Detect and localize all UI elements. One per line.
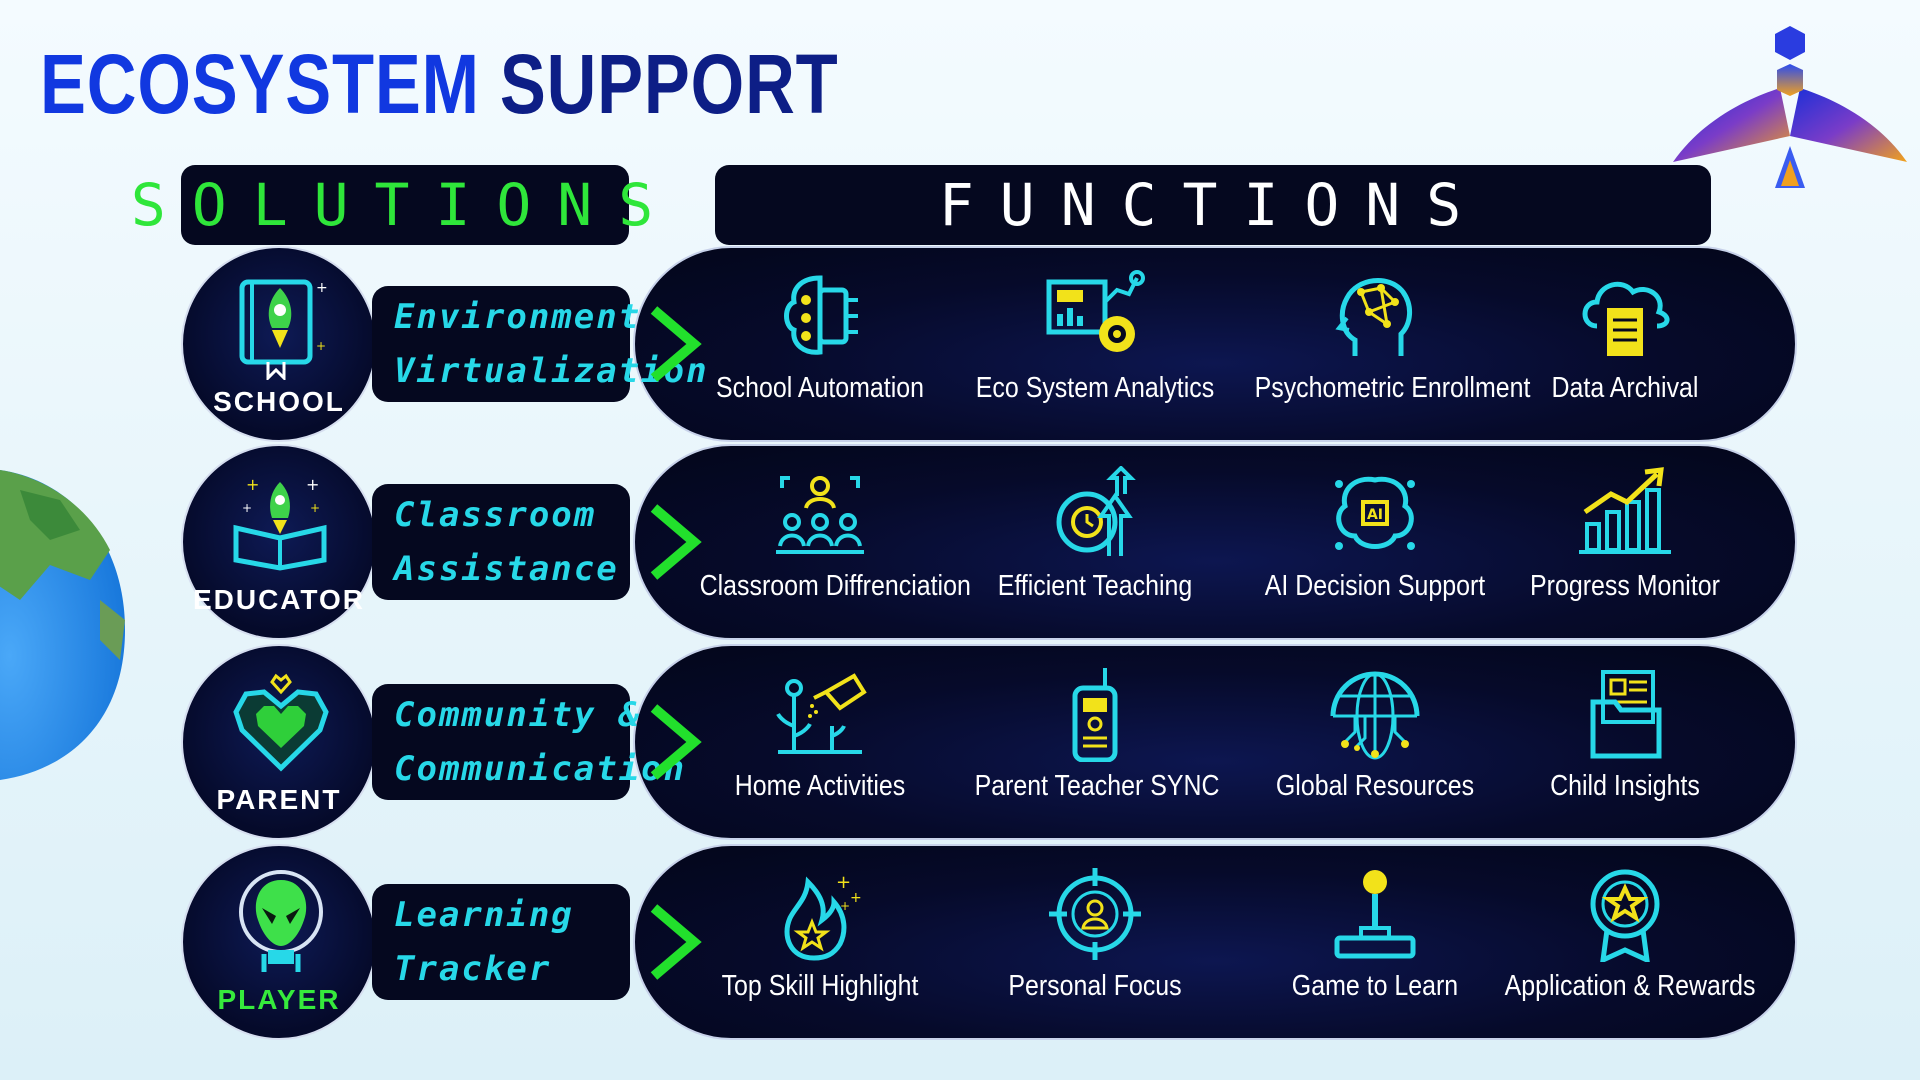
function-label: AI Decision Support [1264, 570, 1486, 602]
function-application-rewards[interactable]: Application & Rewards [1485, 866, 1765, 1026]
role-label: PARENT [216, 784, 342, 815]
solutions-header: SOLUTIONS [131, 165, 653, 245]
row-player: PLAYER Learning Tracker + + + Top Skill Hi… [0, 844, 1920, 1042]
function-progress-monitor[interactable]: Progress Monitor [1485, 466, 1765, 626]
title-word-2: SUPPORT [499, 37, 839, 131]
function-data-archival[interactable]: Data Archival [1485, 268, 1765, 428]
head-network-icon [1335, 278, 1412, 356]
svg-text:+: + [242, 501, 252, 515]
solution-box: Classroom Assistance [372, 484, 630, 600]
solution-box: Community & Communication [372, 684, 687, 800]
function-label: Psychometric Enrollment [1254, 372, 1531, 404]
globe-network-icon [1330, 671, 1420, 760]
function-school-automation[interactable]: School Automation [680, 268, 960, 428]
chevron-right-icon [650, 504, 702, 580]
chevron-right-icon [650, 904, 702, 980]
open-book-rocket-icon: + + + + [233, 475, 327, 571]
function-label: Personal Focus [1008, 970, 1182, 1002]
clock-arrows-icon [1056, 466, 1136, 556]
role-badge-parent[interactable]: PARENT [181, 644, 377, 840]
chip-brain-icon [784, 275, 858, 355]
watering-plants-icon [776, 673, 867, 754]
row-parent: PARENT Community & Communication Home Ac… [0, 644, 1920, 842]
function-label: Application & Rewards [1504, 970, 1756, 1002]
walkie-talkie-icon [1072, 668, 1118, 762]
role-badge-school[interactable]: + + SCHOOL [181, 246, 377, 442]
role-badge-educator[interactable]: + + + + EDUCATOR [181, 444, 377, 640]
function-personal-focus[interactable]: Personal Focus [955, 866, 1235, 1026]
svg-text:+: + [850, 890, 862, 906]
role-label: EDUCATOR [192, 584, 366, 615]
function-label: Eco System Analytics [975, 372, 1215, 404]
growth-bars-icon [1579, 467, 1671, 554]
function-label: Progress Monitor [1530, 570, 1720, 602]
page-title: ECOSYSTEM SUPPORT [40, 36, 839, 133]
function-top-skill-highlight[interactable]: + + + Top Skill Highlight [680, 866, 960, 1026]
svg-text:+: + [246, 475, 259, 494]
svg-text:+: + [310, 501, 320, 515]
role-label: PLAYER [217, 984, 341, 1015]
solution-line: Assistance [394, 549, 619, 589]
functions-header: FUNCTIONS [715, 165, 1711, 245]
role-label: SCHOOL [213, 386, 345, 417]
book-rocket-icon: + + [239, 279, 328, 380]
svg-text:+: + [836, 872, 851, 893]
function-ai-decision-support[interactable]: AI AI Decision Support [1235, 466, 1515, 626]
function-psychometric-enrollment[interactable]: Psychometric Enrollment [1235, 268, 1531, 428]
solution-line: Community & [394, 695, 642, 735]
function-label: Parent Teacher SYNC [974, 770, 1220, 802]
svg-text:+: + [840, 899, 850, 913]
svg-text:AI: AI [1367, 507, 1383, 523]
flame-star-icon: +++ [784, 872, 862, 961]
svg-text:+: + [306, 475, 319, 494]
function-label: Global Resources [1275, 770, 1475, 802]
function-game-to-learn[interactable]: Game to Learn [1235, 866, 1515, 1026]
bird-logo-icon [1673, 26, 1907, 188]
globe-illustration [0, 470, 125, 780]
solution-line: Communication [394, 749, 687, 789]
ai-chip-icon: AI [1335, 476, 1415, 550]
svg-text:+: + [316, 339, 326, 353]
cloud-document-icon [1582, 281, 1670, 356]
function-parent-teacher-sync[interactable]: Parent Teacher SYNC [955, 666, 1235, 826]
row-school: + + SCHOOL Environment Virtualization Sc… [0, 246, 1920, 444]
function-global-resources[interactable]: Global Resources [1235, 666, 1515, 826]
target-person-icon [1049, 868, 1141, 960]
function-eco-system-analytics[interactable]: Eco System Analytics [955, 268, 1235, 428]
solution-line: Environment [394, 297, 642, 337]
folder-profile-icon [1590, 670, 1662, 759]
function-label: Child Insights [1550, 770, 1700, 802]
joystick-icon [1334, 870, 1416, 959]
function-label: Top Skill Highlight [721, 970, 919, 1002]
solution-line: Classroom [394, 495, 597, 535]
function-label: Efficient Teaching [997, 570, 1193, 602]
analytics-chart-icon [1046, 270, 1145, 352]
solution-box: Learning Tracker [372, 884, 630, 1000]
function-label: Classroom Diffrenciation [699, 570, 971, 602]
chevron-right-icon [650, 704, 702, 780]
role-badge-player[interactable]: PLAYER [181, 844, 377, 1040]
row-educator: + + + + EDUCATOR Classroom Assistance Clas… [0, 444, 1920, 642]
functions-panel [633, 444, 1797, 640]
award-badge-icon [1590, 869, 1660, 962]
group-users-icon [776, 476, 864, 554]
function-home-activities[interactable]: Home Activities [680, 666, 960, 826]
solution-line: Virtualization [394, 351, 709, 391]
svg-text:+: + [316, 280, 328, 296]
function-label: School Automation [716, 372, 924, 404]
title-word-1: ECOSYSTEM [40, 37, 480, 131]
pixel-heart-icon [233, 673, 329, 772]
function-classroom-diffrenciation[interactable]: Classroom Diffrenciation [680, 466, 971, 626]
function-label: Home Activities [734, 770, 906, 802]
solution-line: Tracker [394, 949, 552, 989]
solution-line: Learning [394, 895, 574, 935]
function-child-insights[interactable]: Child Insights [1485, 666, 1765, 826]
function-efficient-teaching[interactable]: Efficient Teaching [955, 466, 1235, 626]
chevron-right-icon [650, 306, 702, 382]
function-label: Game to Learn [1291, 970, 1459, 1002]
function-label: Data Archival [1551, 372, 1699, 404]
solution-box: Environment Virtualization [372, 286, 709, 402]
alien-astronaut-icon [239, 870, 323, 972]
